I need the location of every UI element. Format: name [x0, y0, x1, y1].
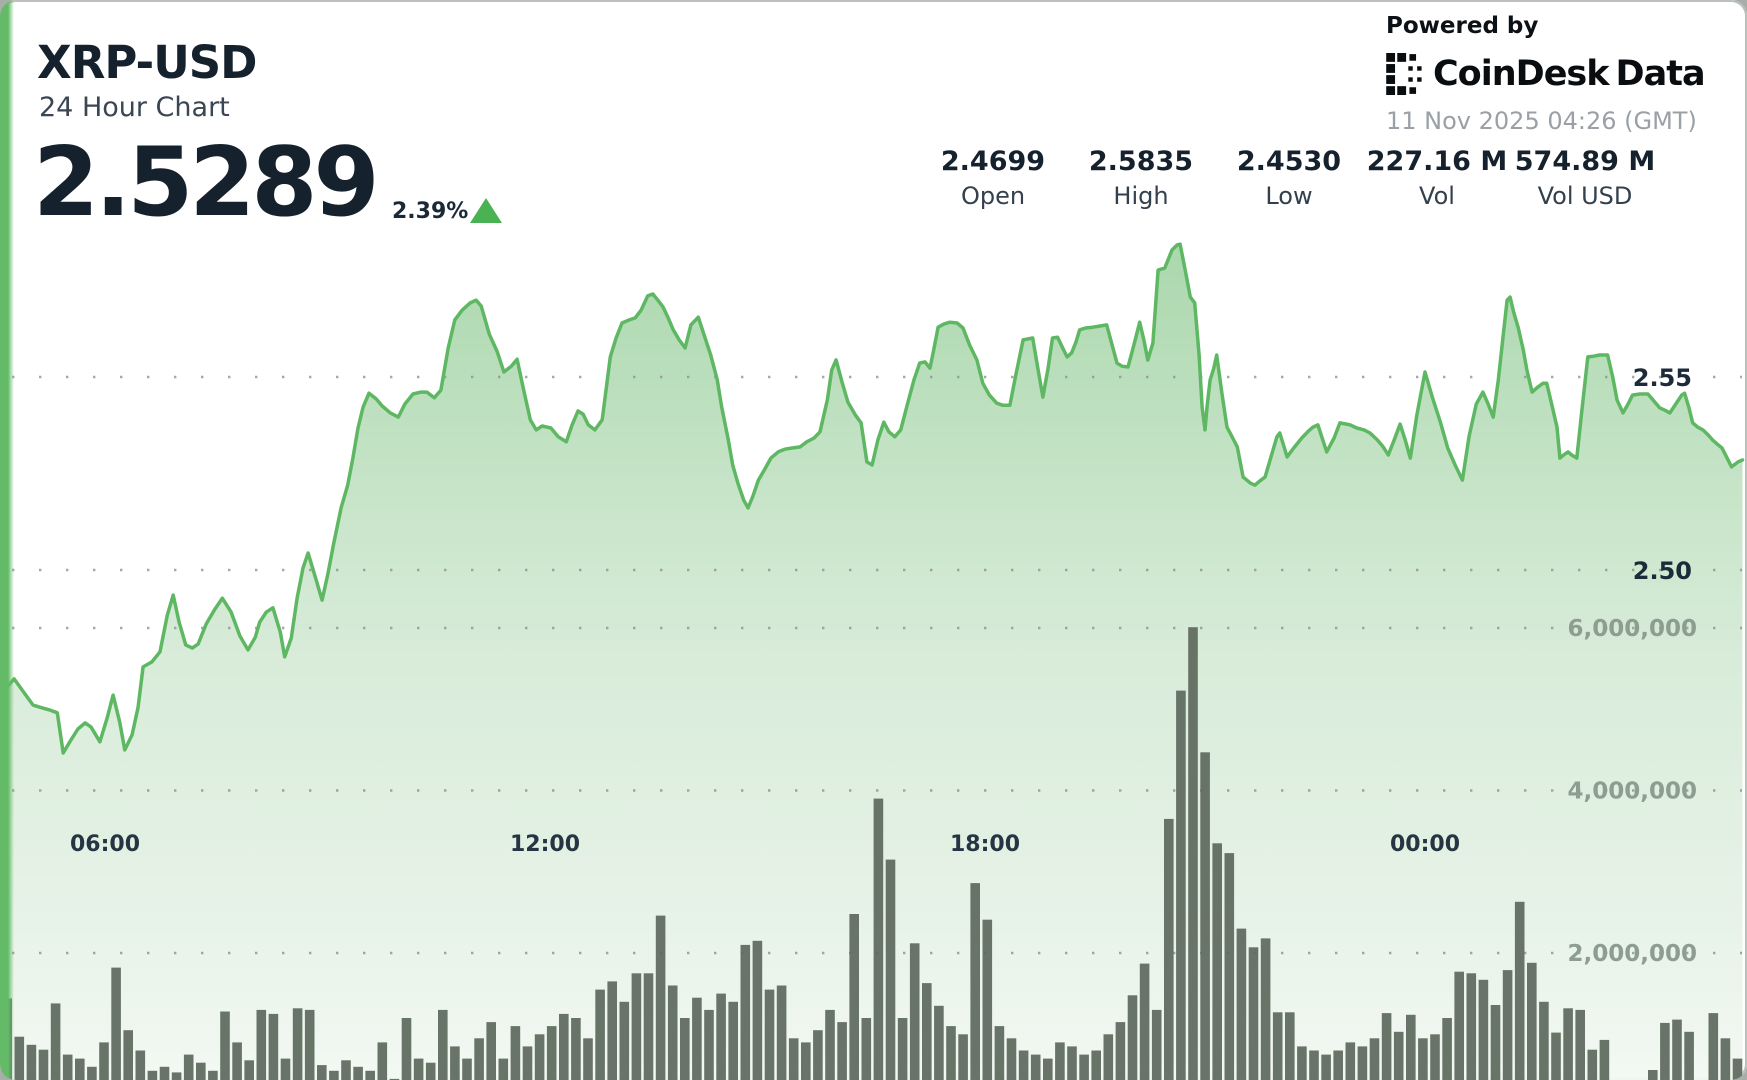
- price-axis-labels: 2.55 2.50: [1633, 364, 1692, 585]
- svg-text:6,000,000: 6,000,000: [1568, 616, 1698, 642]
- volume-axis-labels: 6,000,000 4,000,000 2,000,000: [1568, 616, 1698, 967]
- chart-timestamp: 11 Nov 2025 04:26 (GMT): [1386, 107, 1697, 135]
- time-axis-labels: 06:00 12:00 18:00 00:00: [70, 832, 1460, 857]
- stat-low-value: 2.4530: [1236, 146, 1342, 177]
- powered-by-text: Powered by: [1386, 13, 1539, 39]
- coindesk-logo-icon: [1386, 53, 1422, 95]
- change-percent: 2.39%: [392, 199, 469, 224]
- last-price: 2.5289: [33, 128, 380, 238]
- stat-high-value: 2.5835: [1088, 146, 1194, 177]
- stat-vol-value: 227.16 M: [1366, 146, 1508, 177]
- price-line: [6, 242, 1745, 755]
- stat-low: 2.4530 Low: [1215, 146, 1363, 210]
- price-area: [8, 244, 1743, 1080]
- stat-high: 2.5835 High: [1067, 146, 1215, 210]
- data-wordmark: Data: [1615, 54, 1706, 94]
- stat-high-label: High: [1113, 182, 1169, 210]
- left-accent-bar: [0, 0, 14, 1080]
- stat-open-label: Open: [960, 182, 1026, 210]
- stat-vol-label: Vol: [1419, 182, 1455, 210]
- stat-vol-usd: 574.89 M Vol USD: [1511, 146, 1659, 210]
- stat-low-label: Low: [1265, 182, 1313, 210]
- stat-vol: 227.16 M Vol: [1363, 146, 1511, 210]
- coindesk-wordmark: CoinDesk: [1433, 54, 1610, 94]
- stat-open: 2.4699 Open: [919, 146, 1067, 210]
- up-triangle-icon: [470, 198, 502, 223]
- symbol-title: XRP-USD: [37, 36, 258, 89]
- stats-row: 2.4699 Open 2.5835 High 2.4530 Low 227.1…: [919, 146, 1659, 210]
- coindesk-logo-text: CoinDesk Data: [1433, 54, 1706, 94]
- stat-open-value: 2.4699: [940, 146, 1046, 177]
- svg-text:06:00: 06:00: [70, 832, 140, 857]
- svg-text:2.55: 2.55: [1633, 364, 1692, 392]
- svg-text:2,000,000: 2,000,000: [1568, 941, 1698, 967]
- powered-by-block: Powered by CoinDesk Data 11 Nov 2025 04:2…: [1386, 13, 1716, 135]
- svg-text:2.50: 2.50: [1633, 557, 1692, 585]
- chart-subtitle: 24 Hour Chart: [39, 92, 230, 123]
- svg-text:18:00: 18:00: [950, 832, 1020, 857]
- stat-vol-usd-label: Vol USD: [1537, 182, 1633, 210]
- svg-text:4,000,000: 4,000,000: [1568, 779, 1698, 805]
- coindesk-logo: CoinDesk Data: [1386, 53, 1716, 95]
- svg-text:00:00: 00:00: [1390, 832, 1460, 857]
- stat-vol-usd-value: 574.89 M: [1514, 146, 1656, 177]
- svg-text:12:00: 12:00: [510, 832, 580, 857]
